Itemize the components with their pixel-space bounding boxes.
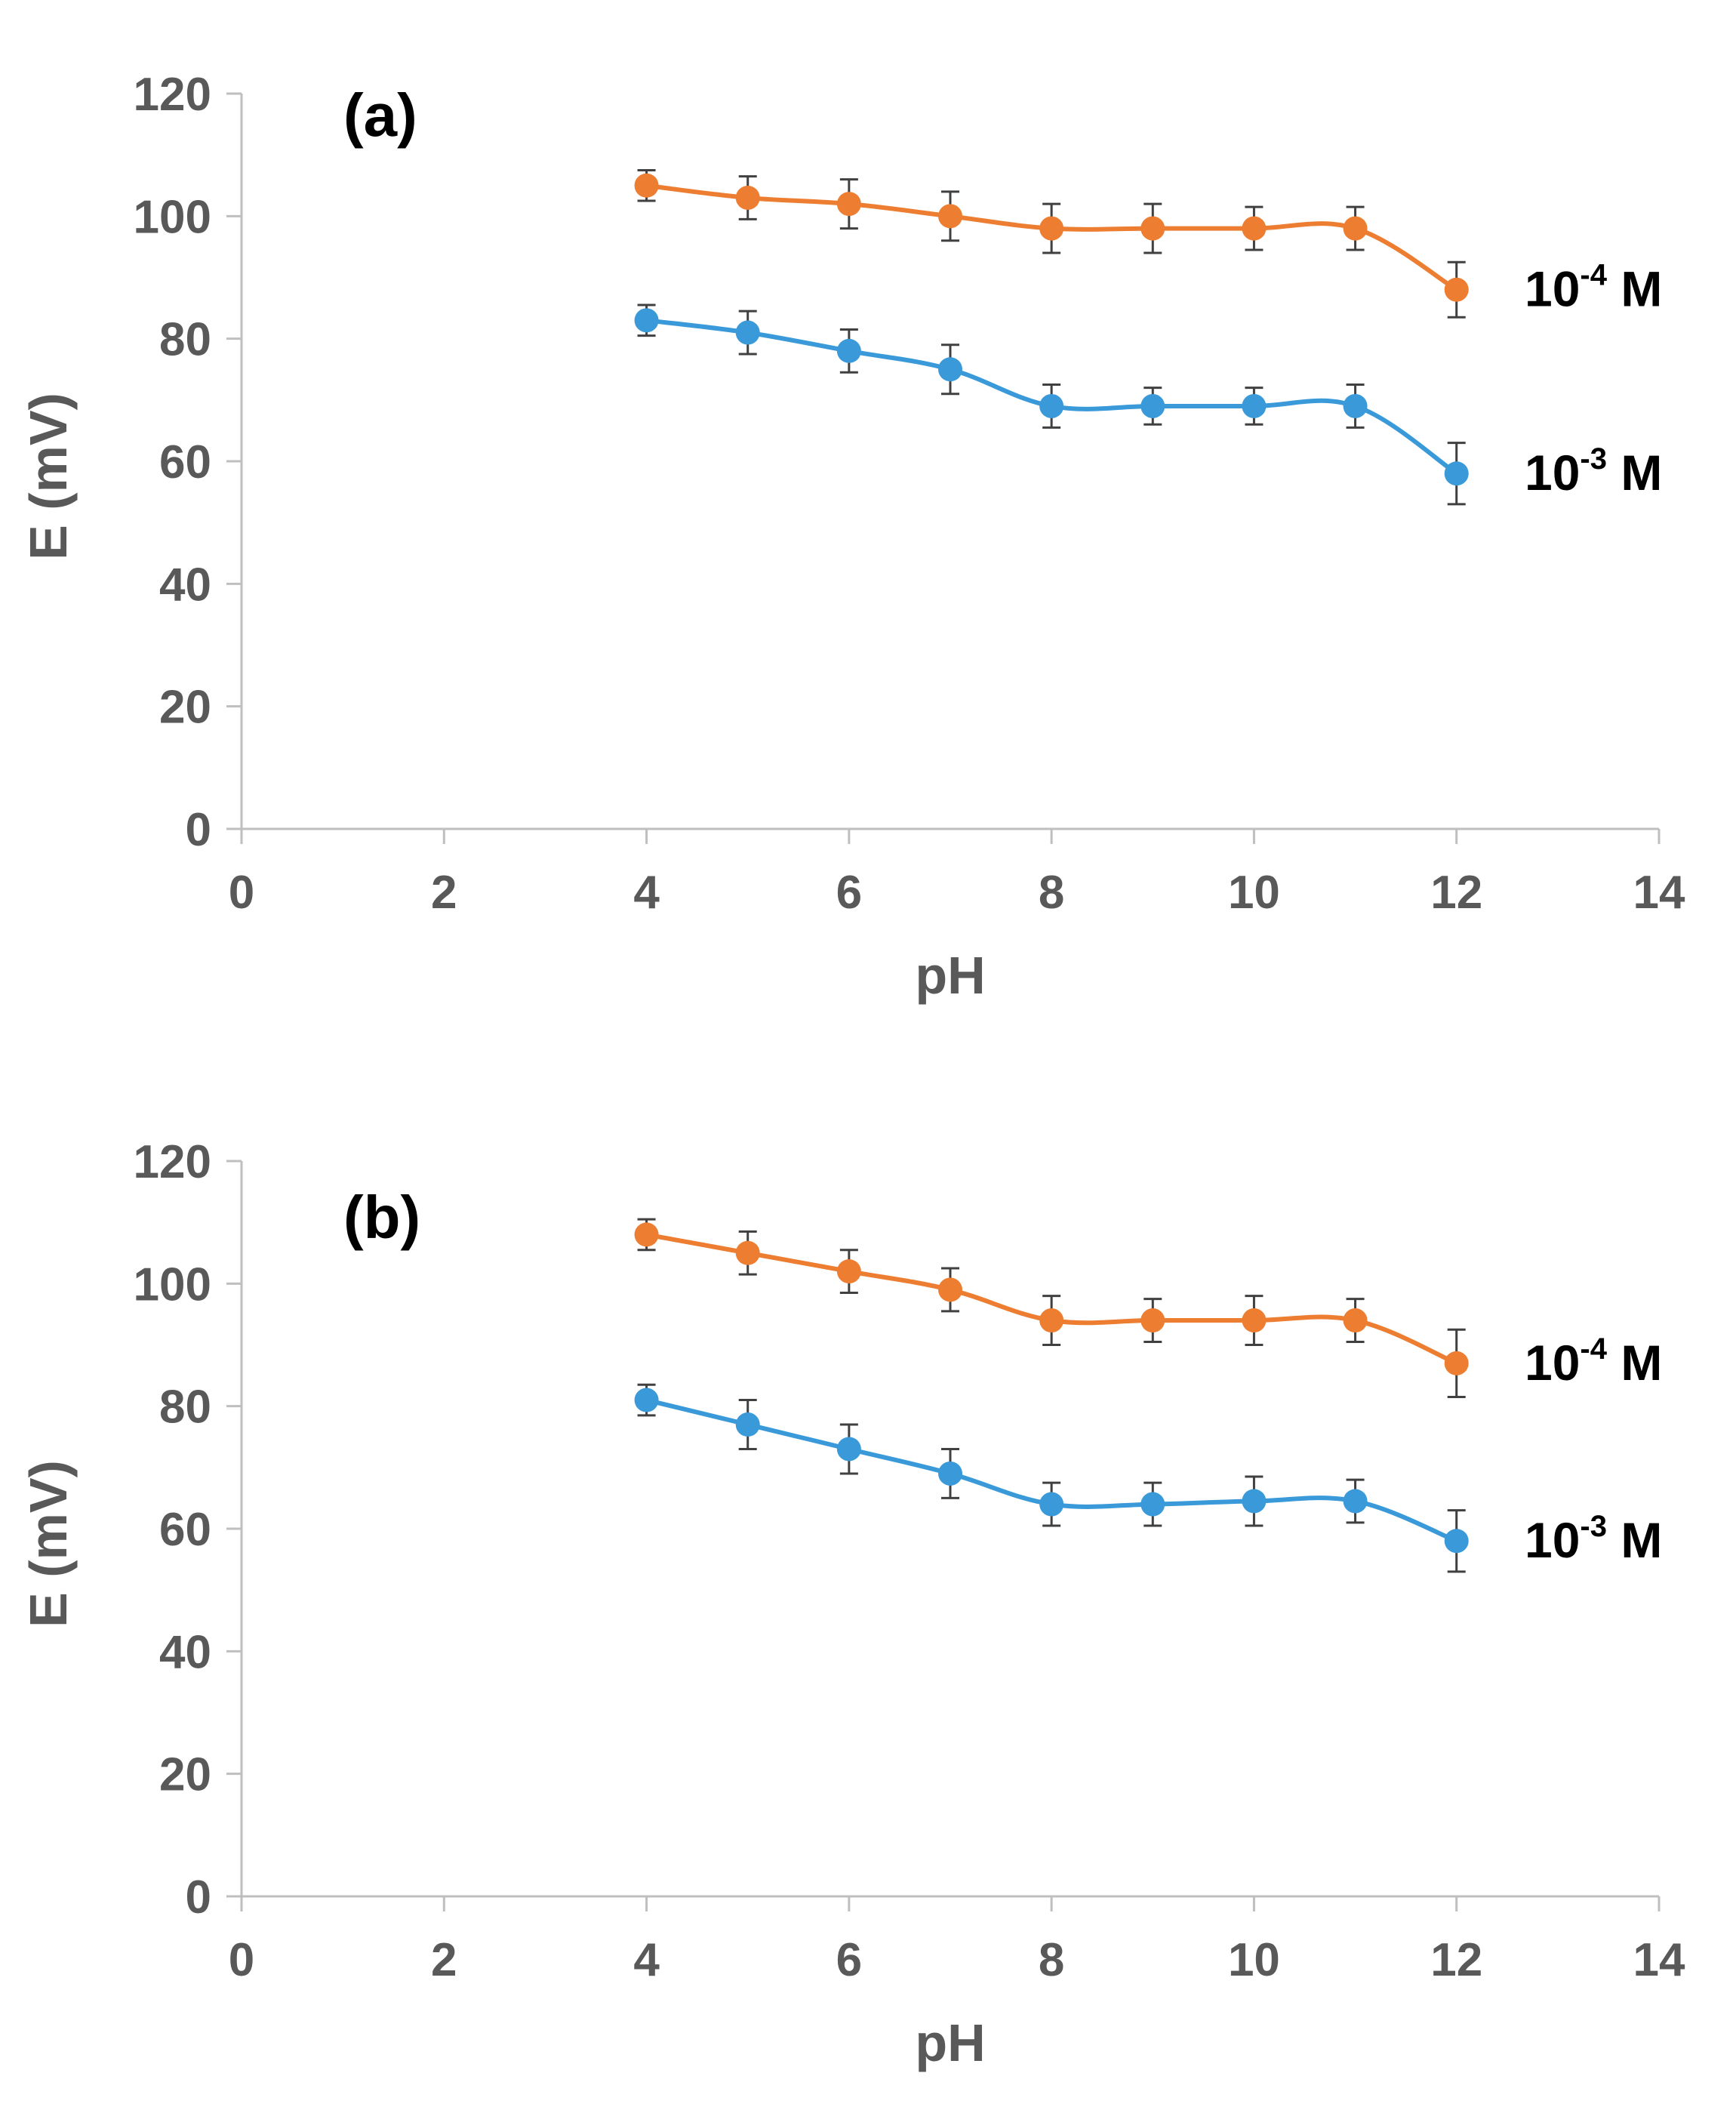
x-tick-label: 12 <box>1430 867 1482 919</box>
x-axis-title: pH <box>915 946 985 1005</box>
y-tick-label: 60 <box>159 436 211 488</box>
series-0: 10-4 M <box>634 1218 1662 1398</box>
y-tick-label: 100 <box>134 191 211 243</box>
series-label: 10-3 M <box>1525 1510 1662 1568</box>
data-point <box>1140 1308 1165 1333</box>
x-tick-label: 10 <box>1228 867 1280 919</box>
panel-label: (a) <box>343 82 417 149</box>
data-point <box>1343 1489 1368 1514</box>
data-point <box>735 320 760 345</box>
data-point <box>634 173 659 198</box>
data-point <box>1242 1489 1267 1514</box>
series-label: 10-4 M <box>1525 1332 1662 1391</box>
y-tick-label: 100 <box>134 1258 211 1311</box>
chart-panel-0: 0 20 40 60 80 100 120 0 2 4 6 8 10 12 14 pH E (mV) (a) 10-… <box>19 69 1685 1005</box>
data-point <box>836 192 861 217</box>
y-tick-label: 0 <box>186 804 211 856</box>
data-point <box>836 1259 861 1284</box>
data-point <box>836 338 861 363</box>
series-0: 10-4 M <box>634 168 1662 319</box>
data-point <box>1343 1308 1368 1333</box>
y-tick-label: 80 <box>159 1382 211 1434</box>
x-tick-label: 2 <box>431 1934 457 1986</box>
data-point <box>1343 216 1368 241</box>
data-point <box>836 1437 861 1462</box>
panel-label: (b) <box>343 1184 420 1251</box>
y-tick-label: 120 <box>134 1136 211 1188</box>
series-label: 10-4 M <box>1525 259 1662 317</box>
data-point <box>1039 1308 1064 1333</box>
data-point <box>1039 216 1064 241</box>
data-point <box>634 308 659 333</box>
data-point <box>938 204 962 229</box>
data-point <box>1242 1308 1267 1333</box>
data-point <box>634 1388 659 1412</box>
y-axis-title: E (mV) <box>19 393 78 560</box>
series-1: 10-3 M <box>634 1383 1662 1573</box>
data-point <box>1140 1492 1165 1517</box>
series-label: 10-3 M <box>1525 442 1662 501</box>
data-point <box>1039 393 1064 418</box>
x-tick-label: 2 <box>431 867 457 919</box>
x-tick-label: 0 <box>229 867 254 919</box>
data-point <box>938 357 962 382</box>
data-point <box>1343 393 1368 418</box>
y-tick-label: 40 <box>159 559 211 611</box>
data-point <box>1242 216 1267 241</box>
y-tick-label: 40 <box>159 1626 211 1678</box>
x-tick-label: 4 <box>633 867 660 919</box>
y-tick-label: 60 <box>159 1504 211 1556</box>
x-tick-label: 4 <box>633 1934 660 1986</box>
data-point <box>735 1412 760 1437</box>
data-point <box>1140 393 1165 418</box>
data-point <box>634 1222 659 1247</box>
x-tick-label: 14 <box>1633 1934 1685 1986</box>
x-tick-label: 6 <box>836 867 862 919</box>
y-tick-label: 20 <box>159 1749 211 1801</box>
x-tick-label: 12 <box>1430 1934 1482 1986</box>
data-point <box>1444 461 1469 486</box>
x-tick-label: 8 <box>1039 1934 1064 1986</box>
data-point <box>1444 1351 1469 1375</box>
y-tick-label: 0 <box>186 1871 211 1924</box>
x-tick-label: 14 <box>1633 867 1685 919</box>
data-point <box>1140 216 1165 241</box>
data-point <box>1242 393 1267 418</box>
data-point <box>735 1240 760 1265</box>
x-tick-label: 8 <box>1039 867 1064 919</box>
data-point <box>1444 1529 1469 1554</box>
data-point <box>938 1277 962 1302</box>
series-1: 10-3 M <box>634 303 1662 506</box>
y-tick-label: 120 <box>134 69 211 121</box>
x-tick-label: 0 <box>229 1934 254 1986</box>
x-axis-title: pH <box>915 2013 985 2072</box>
data-point <box>1039 1492 1064 1517</box>
data-point <box>938 1461 962 1486</box>
data-point <box>735 185 760 210</box>
data-point <box>1444 277 1469 302</box>
x-tick-label: 6 <box>836 1934 862 1986</box>
y-tick-label: 80 <box>159 314 211 366</box>
y-tick-label: 20 <box>159 682 211 734</box>
x-tick-label: 10 <box>1228 1934 1280 1986</box>
y-axis-title: E (mV) <box>19 1460 78 1628</box>
chart-panel-1: 0 20 40 60 80 100 120 0 2 4 6 8 10 12 14 pH E (mV) (b) 10-… <box>19 1136 1685 2072</box>
